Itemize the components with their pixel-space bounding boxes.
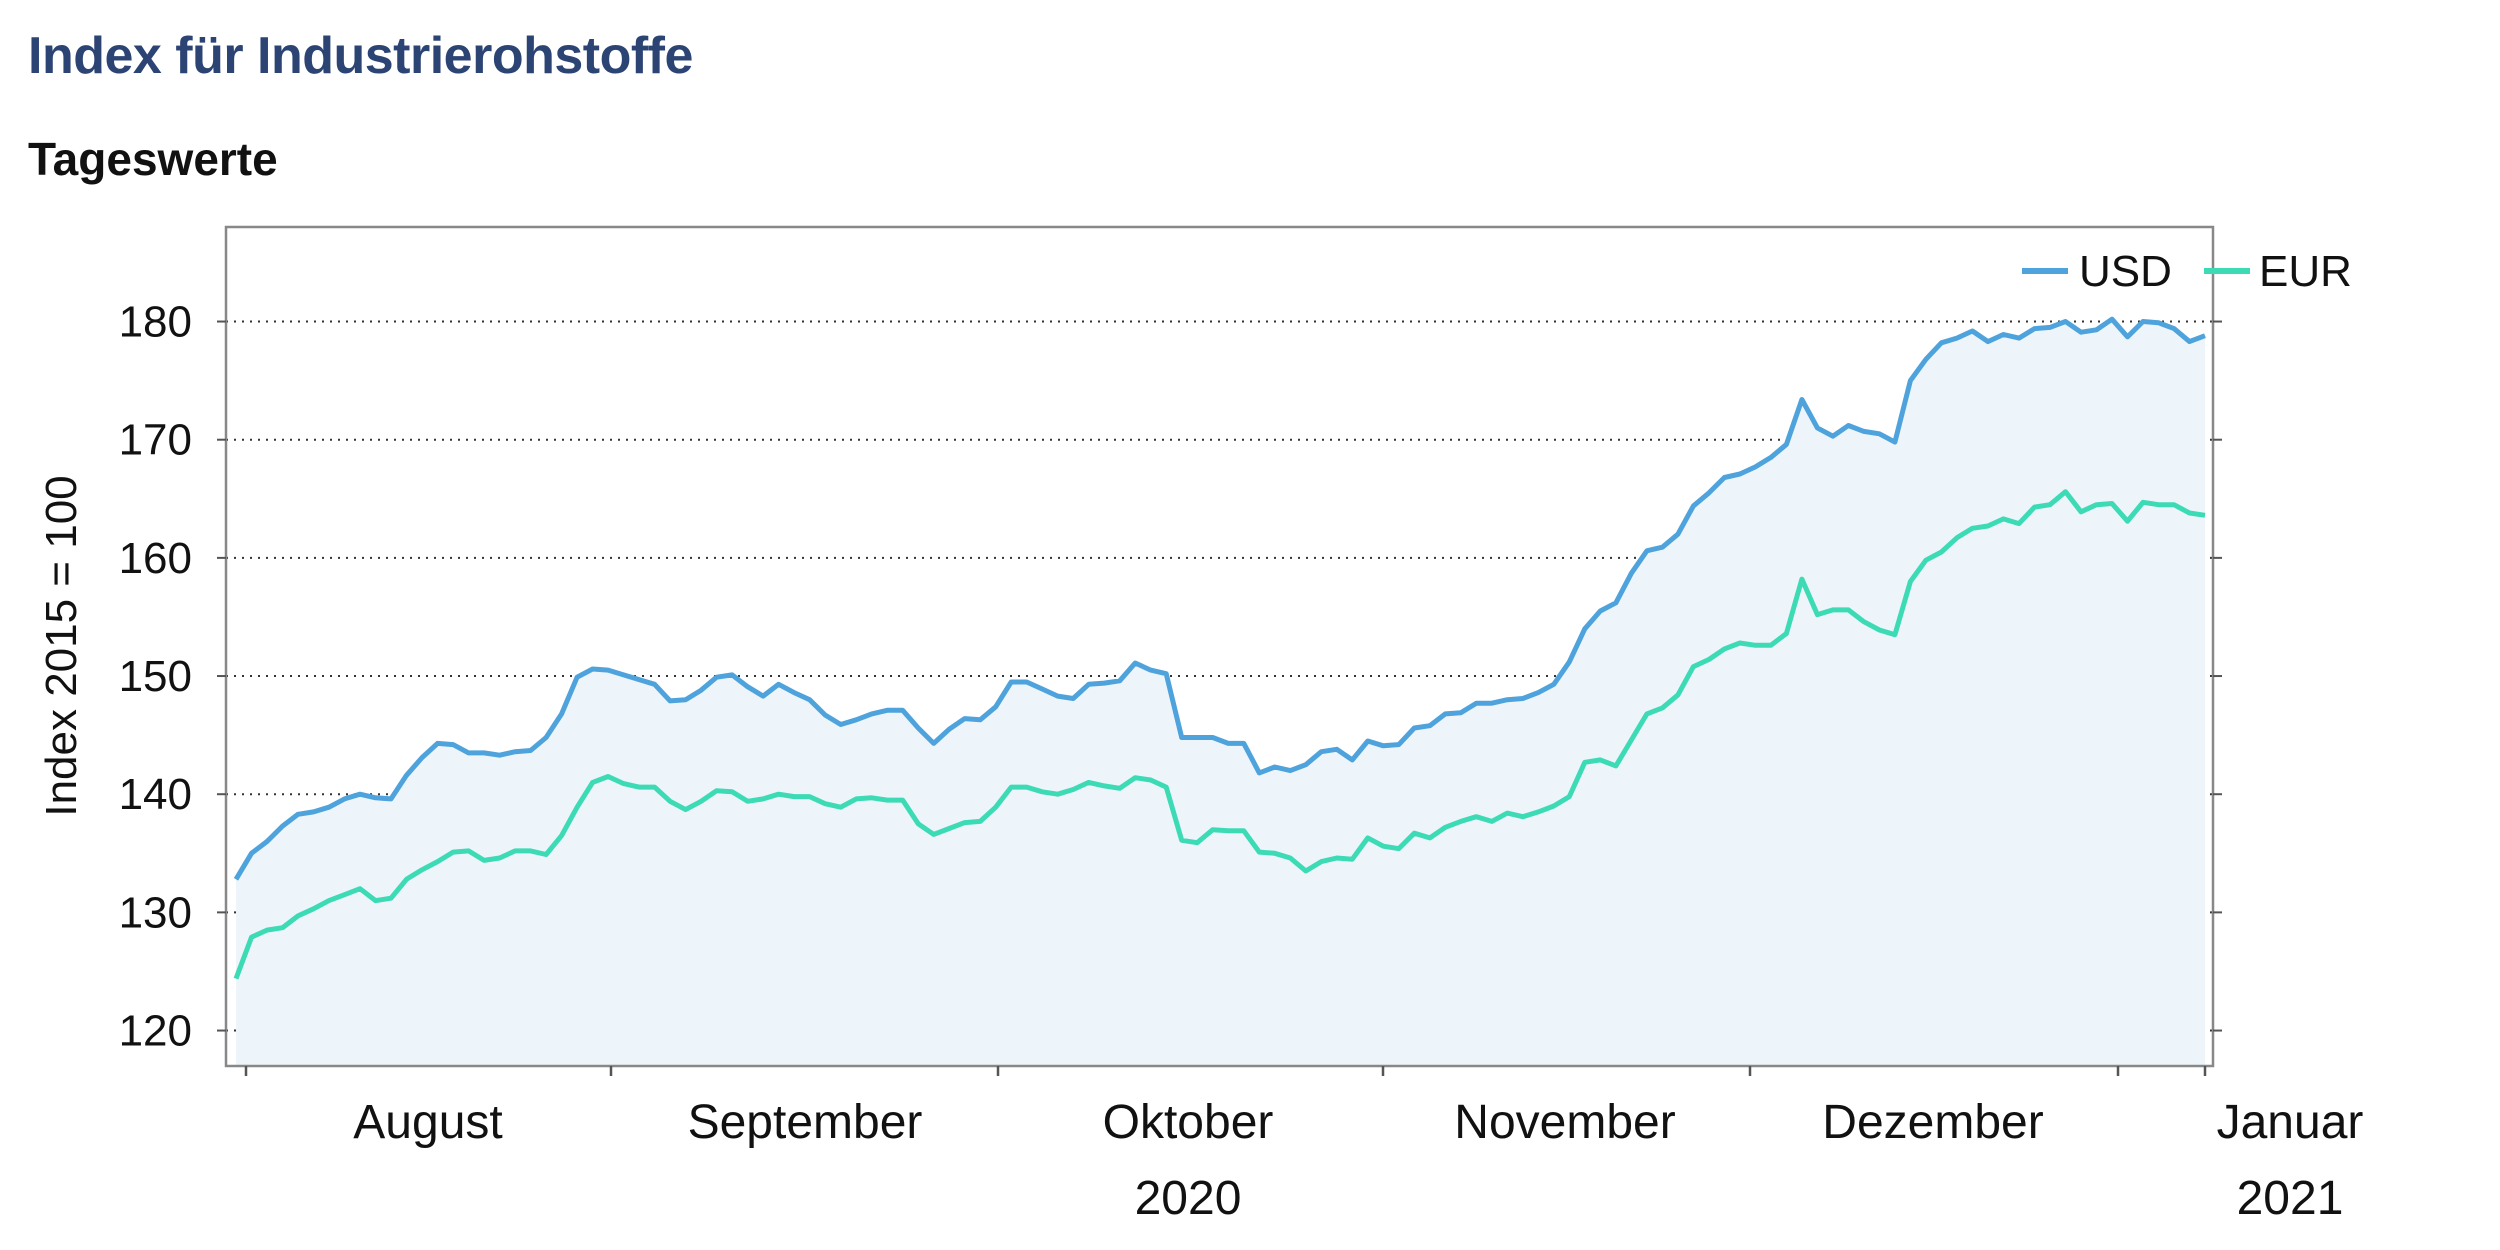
series-line-usd	[233, 316, 2206, 881]
y-tick-label: 140	[119, 770, 192, 819]
y-tick-label: 120	[119, 1007, 192, 1056]
x-month-label: Januar	[2217, 1096, 2364, 1149]
area-fill-under-usd	[236, 319, 2205, 1066]
legend-label-usd: USD	[2079, 247, 2172, 296]
y-tick-label: 160	[119, 534, 192, 583]
plot-frame	[224, 225, 2215, 1068]
x-month-label: Oktober	[1103, 1096, 1274, 1149]
chart-subtitle: Tageswerte	[28, 133, 278, 185]
series-lines	[233, 316, 2206, 980]
y-tick-label: 180	[119, 298, 192, 347]
legend: USD EUR	[2022, 247, 2352, 296]
x-month-label: Dezember	[1822, 1096, 2043, 1149]
axes: 120 130 140 150 160 170 180 August September Okto…	[119, 298, 2364, 1225]
y-tick-label: 150	[119, 652, 192, 701]
legend-label-eur: EUR	[2259, 247, 2352, 296]
x-year-label: 2020	[1135, 1172, 1242, 1225]
x-year-label: 2021	[2237, 1172, 2344, 1225]
x-month-label: November	[1454, 1096, 1675, 1149]
chart-title: Index für Industrierohstoffe	[28, 27, 693, 85]
y-tick-label: 170	[119, 416, 192, 465]
x-month-label: September	[688, 1096, 923, 1149]
y-axis-label: Index 2015 = 100	[37, 475, 86, 816]
series-line-eur	[233, 489, 2206, 980]
x-month-label: August	[353, 1096, 502, 1149]
y-tick-label: 130	[119, 888, 192, 937]
